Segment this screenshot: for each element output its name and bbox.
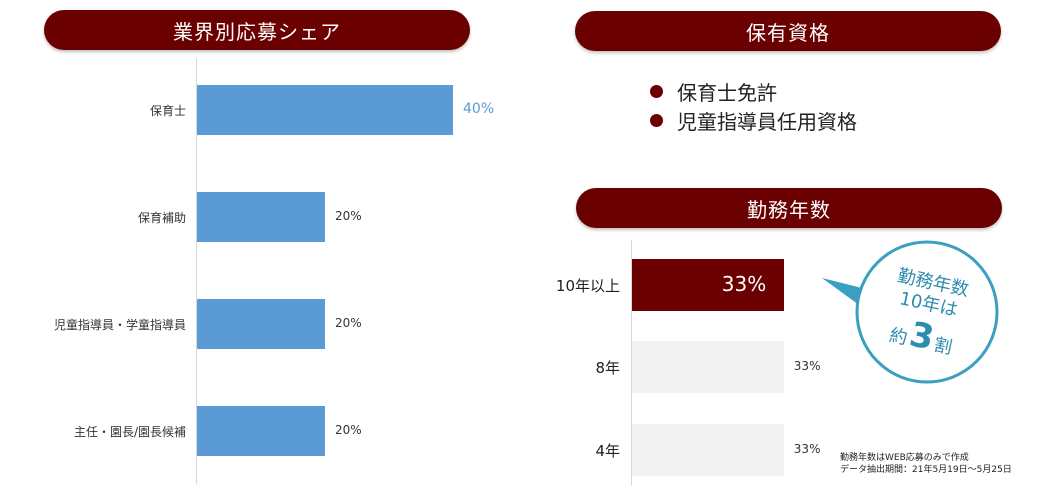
industry-axis-line <box>196 58 197 484</box>
tenure-bar <box>632 341 784 393</box>
footnote-line1: 勤務年数はWEB応募のみで作成 <box>840 453 969 463</box>
qualifications-title: 保有資格 <box>575 11 1001 51</box>
qualification-item: 保育士免許 <box>650 77 857 106</box>
bullet-icon <box>650 114 663 127</box>
industry-value-label: 20% <box>335 316 362 330</box>
tenure-axis-line <box>631 240 632 486</box>
callout-prefix: 約 <box>887 325 909 349</box>
footnote-line2: データ抽出期間：21年5月19日～5月25日 <box>840 465 1012 475</box>
qualification-label: 保育士免許 <box>677 81 777 105</box>
industry-category-label: 主任・園長/園長候補 <box>73 425 186 439</box>
industry-value-label: 20% <box>335 209 362 223</box>
callout-circle <box>855 240 999 384</box>
tenure-title-text: 勤務年数 <box>747 197 831 222</box>
tenure-title: 勤務年数 <box>576 188 1002 228</box>
tenure-category-label: 10年以上 <box>555 277 620 295</box>
qualifications-title-text: 保有資格 <box>746 20 830 45</box>
callout-bubble: 勤務年数 10年は 約3割 <box>822 240 999 384</box>
tenure-category-label: 4年 <box>595 442 620 460</box>
tenure-value-label: 33% <box>721 272 767 296</box>
industry-bar <box>197 406 325 456</box>
industry-share-title-text: 業界別応募シェア <box>173 19 341 44</box>
tenure-category-label: 8年 <box>595 359 620 377</box>
callout-suffix: 割 <box>932 334 954 358</box>
bullet-icon <box>650 85 663 98</box>
tenure-bar <box>632 424 784 476</box>
qualification-item: 児童指導員任用資格 <box>650 106 857 135</box>
industry-share-title: 業界別応募シェア <box>44 10 470 50</box>
industry-value-label: 20% <box>335 423 362 437</box>
industry-category-label: 児童指導員・学童指導員 <box>53 318 186 332</box>
industry-category-label: 保育士 <box>149 104 186 118</box>
industry-bar <box>197 299 325 349</box>
qualification-label: 児童指導員任用資格 <box>677 110 857 134</box>
tenure-bar <box>632 259 784 311</box>
industry-category-label: 保育補助 <box>137 211 186 225</box>
industry-bar <box>197 85 453 135</box>
tenure-value-label: 33% <box>793 442 821 456</box>
tenure-value-label: 33% <box>793 359 821 373</box>
industry-value-label: 40% <box>463 101 495 117</box>
industry-bar <box>197 192 325 242</box>
qualifications-list: 保育士免許 児童指導員任用資格 <box>650 77 857 135</box>
footnote: 勤務年数はWEB応募のみで作成 データ抽出期間：21年5月19日～5月25日 <box>840 452 1012 476</box>
